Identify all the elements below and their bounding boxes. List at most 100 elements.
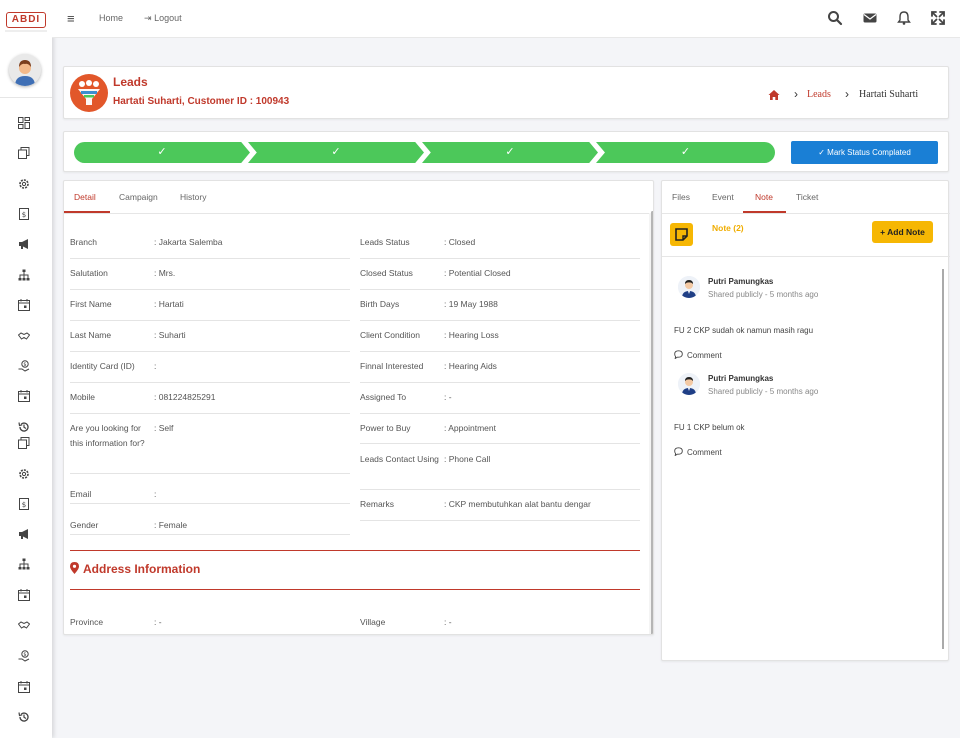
sidebar: ABDI $ $ $ $ — [0, 0, 52, 738]
progress-step-4[interactable]: ✓ — [596, 142, 775, 163]
field-label: Birth Days — [360, 299, 400, 309]
field-label: Closed Status — [360, 268, 413, 278]
comment-label: Comment — [687, 448, 722, 457]
tab-note[interactable]: Note — [755, 192, 773, 202]
field-label: Leads Contact Using — [360, 454, 439, 464]
megaphone-icon[interactable] — [17, 527, 31, 541]
calendar-icon[interactable] — [17, 389, 31, 403]
field-label: First Name — [70, 299, 112, 309]
field-value: : — [154, 361, 157, 371]
field-value: : Closed — [444, 237, 476, 247]
calendar-icon[interactable] — [17, 298, 31, 312]
note-author-avatar — [678, 276, 700, 298]
gear-icon[interactable] — [17, 467, 31, 481]
dollar-doc-icon[interactable]: $ — [17, 497, 31, 511]
tab-campaign[interactable]: Campaign — [119, 192, 158, 202]
chevron-right-icon: › — [794, 87, 798, 101]
svg-text:$: $ — [22, 501, 26, 509]
field-value: : 19 May 1988 — [444, 299, 498, 309]
check-icon: ✓ — [680, 146, 691, 158]
money-hand-icon[interactable]: $ — [17, 359, 31, 373]
note-comment-link[interactable]: Comment — [674, 350, 722, 360]
row-divider — [70, 351, 350, 352]
tab-event[interactable]: Event — [712, 192, 734, 202]
hamburger-icon[interactable]: ≡ — [67, 11, 75, 26]
field-label: Power to Buy — [360, 423, 411, 433]
envelope-icon[interactable] — [862, 10, 878, 26]
top-bar: ≡ Home ⇥ Logout — [52, 0, 960, 38]
status-progress-card: ✓ ✓ ✓ ✓ ✓ Mark Status Complated — [63, 131, 949, 172]
comment-icon — [674, 447, 683, 457]
field-value: : Mrs. — [154, 268, 176, 278]
mark-status-completed-button[interactable]: ✓ Mark Status Complated — [791, 141, 938, 164]
network-icon[interactable] — [17, 268, 31, 282]
breadcrumb-home-icon[interactable] — [768, 89, 780, 101]
progress-step-3[interactable]: ✓ — [422, 142, 598, 163]
row-divider — [70, 258, 350, 259]
field-value: : Hearing Aids — [444, 361, 497, 371]
nav-logout-link[interactable]: ⇥ Logout — [144, 13, 182, 24]
field-value: : CKP membutuhkan alat bantu dengar — [444, 499, 591, 509]
field-label: Remarks — [360, 499, 395, 509]
progress-step-1[interactable]: ✓ — [74, 142, 250, 163]
sticky-note-icon — [670, 223, 693, 246]
field-label: Are you looking for this information for… — [70, 423, 145, 448]
row-divider — [70, 534, 350, 535]
handshake-icon[interactable] — [17, 618, 31, 632]
row-divider — [360, 520, 640, 521]
field-label: Gender — [70, 520, 99, 530]
copy-icon[interactable] — [17, 436, 31, 450]
handshake-icon[interactable] — [17, 329, 31, 343]
history-icon[interactable] — [17, 420, 31, 434]
calendar-icon[interactable] — [17, 588, 31, 602]
page-title: Leads — [113, 75, 148, 89]
add-note-button[interactable]: + Add Note — [872, 221, 933, 243]
copy-icon[interactable] — [17, 146, 31, 160]
row-divider — [360, 258, 640, 259]
field-label: Identity Card (ID) — [70, 361, 135, 371]
user-avatar[interactable] — [9, 54, 41, 86]
field-label-village: Village — [360, 617, 386, 627]
scrollbar-thumb[interactable] — [942, 269, 944, 649]
address-bottom-line — [70, 589, 640, 590]
field-label: Leads Status — [360, 237, 410, 247]
field-value: : Self — [154, 423, 174, 433]
row-divider — [360, 382, 640, 383]
check-icon: ✓ — [157, 146, 167, 158]
tab-ticket[interactable]: Ticket — [796, 192, 819, 202]
calendar-icon[interactable] — [17, 680, 31, 694]
search-icon[interactable] — [827, 10, 843, 26]
megaphone-icon[interactable] — [17, 237, 31, 251]
svg-text:$: $ — [23, 362, 26, 368]
dashboard-icon[interactable] — [17, 116, 31, 130]
money-hand-icon[interactable]: $ — [17, 649, 31, 663]
scrollbar-thumb[interactable] — [651, 211, 653, 634]
tab-detail[interactable]: Detail — [74, 192, 96, 202]
fullscreen-icon[interactable] — [930, 10, 946, 26]
field-value: : 081224825291 — [154, 392, 216, 402]
network-icon[interactable] — [17, 557, 31, 571]
row-divider — [360, 289, 640, 290]
history-icon[interactable] — [17, 710, 31, 724]
tab-history[interactable]: History — [180, 192, 207, 202]
note-comment-link[interactable]: Comment — [674, 447, 722, 457]
mark-status-label: Mark Status Complated — [827, 148, 911, 157]
svg-text:$: $ — [23, 652, 26, 658]
breadcrumb-leads-link[interactable]: Leads — [807, 89, 831, 100]
app-logo[interactable]: ABDI — [6, 12, 46, 28]
row-divider — [360, 413, 640, 414]
tab-files[interactable]: Files — [672, 192, 690, 202]
logout-label: Logout — [154, 13, 182, 23]
gear-icon[interactable] — [17, 177, 31, 191]
note-text: FU 1 CKP belum ok — [674, 423, 745, 432]
field-value: : Suharti — [154, 330, 186, 340]
add-note-label: Add Note — [887, 227, 925, 237]
progress-step-2[interactable]: ✓ — [248, 142, 424, 163]
nav-home-link[interactable]: Home — [99, 13, 124, 23]
row-divider — [70, 503, 350, 504]
field-label: Last Name — [70, 330, 112, 340]
dollar-doc-icon[interactable]: $ — [17, 207, 31, 221]
tabs-divider — [64, 213, 653, 214]
field-value: : Female — [154, 520, 188, 530]
bell-icon[interactable] — [896, 10, 912, 26]
